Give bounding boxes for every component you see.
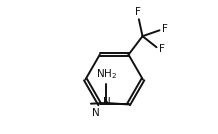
Text: F: F xyxy=(135,7,141,17)
Text: N: N xyxy=(103,97,111,107)
Text: F: F xyxy=(159,44,165,54)
Text: NH$_2$: NH$_2$ xyxy=(96,67,117,81)
Text: F: F xyxy=(162,24,168,34)
Text: N: N xyxy=(92,108,100,118)
